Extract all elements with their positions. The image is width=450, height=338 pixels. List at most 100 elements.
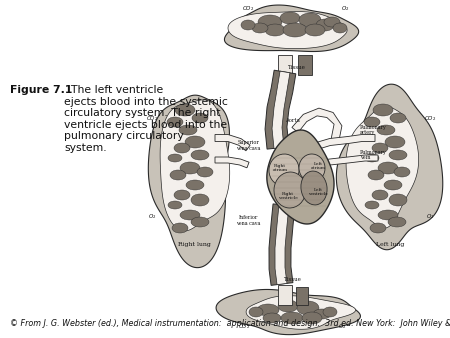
Text: $CO_2$: $CO_2$ (238, 322, 250, 331)
Bar (298, 55, 312, 75)
Polygon shape (272, 71, 290, 148)
Ellipse shape (191, 194, 209, 206)
Polygon shape (292, 108, 342, 141)
Text: $CO_2$: $CO_2$ (242, 4, 254, 13)
Ellipse shape (191, 150, 209, 160)
Polygon shape (336, 84, 443, 250)
Text: Left lung: Left lung (376, 242, 404, 247)
Ellipse shape (263, 313, 281, 323)
Ellipse shape (175, 104, 195, 116)
Text: $O_2$: $O_2$ (341, 4, 349, 13)
Text: Figure 7.1: Figure 7.1 (10, 85, 72, 95)
Polygon shape (346, 106, 418, 228)
Text: Right lung: Right lung (178, 242, 211, 247)
Ellipse shape (368, 170, 384, 180)
Ellipse shape (388, 217, 406, 227)
Text: $CO_2$: $CO_2$ (424, 114, 436, 123)
Polygon shape (215, 135, 250, 151)
Ellipse shape (168, 154, 182, 162)
Ellipse shape (192, 113, 208, 123)
Ellipse shape (274, 172, 306, 208)
Ellipse shape (185, 136, 205, 148)
Bar (278, 55, 292, 75)
Text: Superior
vena cava: Superior vena cava (236, 140, 260, 151)
Polygon shape (228, 11, 347, 49)
Text: $CO_2$: $CO_2$ (146, 114, 158, 123)
Ellipse shape (389, 150, 407, 160)
Ellipse shape (373, 104, 393, 116)
Ellipse shape (365, 201, 379, 209)
Ellipse shape (172, 223, 188, 233)
Ellipse shape (280, 12, 300, 24)
Ellipse shape (167, 117, 183, 127)
Ellipse shape (316, 19, 334, 31)
Ellipse shape (269, 154, 299, 186)
Ellipse shape (390, 113, 406, 123)
Ellipse shape (297, 301, 319, 315)
Text: Pulmonary
vein: Pulmonary vein (360, 150, 387, 161)
Ellipse shape (174, 143, 190, 153)
Ellipse shape (301, 171, 327, 205)
Text: $O_2$: $O_2$ (148, 212, 156, 221)
Polygon shape (148, 95, 230, 268)
Ellipse shape (313, 309, 331, 319)
Ellipse shape (278, 300, 298, 312)
Text: © From J. G. Webster (ed.), Medical instrumentation:  application and design.  3: © From J. G. Webster (ed.), Medical inst… (10, 319, 450, 328)
Text: Left
atrium: Left atrium (310, 162, 325, 170)
Ellipse shape (385, 136, 405, 148)
Ellipse shape (249, 307, 263, 317)
Text: Pulmonary
artery: Pulmonary artery (360, 125, 387, 136)
Ellipse shape (372, 143, 388, 153)
Text: $O_2$: $O_2$ (338, 322, 346, 331)
Text: The left ventricle
ejects blood into the systemic
circulatory system. The right
: The left ventricle ejects blood into the… (64, 85, 228, 153)
Polygon shape (269, 204, 295, 285)
Ellipse shape (257, 304, 279, 316)
Ellipse shape (186, 180, 204, 190)
Ellipse shape (370, 223, 386, 233)
Polygon shape (310, 155, 378, 168)
Ellipse shape (258, 15, 282, 29)
Polygon shape (246, 296, 356, 329)
Polygon shape (309, 135, 375, 151)
Ellipse shape (364, 117, 380, 127)
Ellipse shape (299, 13, 321, 27)
Text: Left
ventricle: Left ventricle (308, 188, 328, 196)
Polygon shape (275, 204, 289, 285)
Ellipse shape (170, 170, 186, 180)
Ellipse shape (389, 194, 407, 206)
Ellipse shape (324, 17, 340, 27)
Bar (278, 285, 292, 305)
Ellipse shape (241, 20, 255, 30)
Text: Right
ventricle: Right ventricle (278, 192, 298, 200)
Polygon shape (265, 70, 296, 149)
Ellipse shape (197, 167, 213, 177)
Ellipse shape (377, 125, 395, 135)
Ellipse shape (365, 154, 379, 162)
Ellipse shape (372, 190, 388, 200)
Ellipse shape (281, 312, 303, 324)
Polygon shape (160, 100, 230, 231)
Polygon shape (267, 130, 334, 224)
Ellipse shape (174, 190, 190, 200)
Bar (296, 287, 308, 305)
Ellipse shape (283, 23, 307, 37)
Ellipse shape (252, 23, 268, 33)
Ellipse shape (265, 24, 285, 36)
Text: Right
atrium: Right atrium (273, 164, 288, 172)
Text: Tissue: Tissue (287, 65, 305, 70)
Ellipse shape (299, 154, 325, 182)
Ellipse shape (394, 167, 410, 177)
Polygon shape (216, 289, 360, 335)
Polygon shape (225, 5, 359, 51)
Ellipse shape (378, 162, 398, 174)
Text: Tissue: Tissue (283, 277, 301, 282)
Ellipse shape (191, 217, 209, 227)
Ellipse shape (384, 180, 402, 190)
Ellipse shape (168, 201, 182, 209)
Text: $O_2$: $O_2$ (426, 212, 434, 221)
Ellipse shape (179, 125, 197, 135)
Ellipse shape (333, 23, 347, 33)
Ellipse shape (323, 307, 337, 317)
Text: Inferior
vena cava: Inferior vena cava (236, 215, 260, 226)
Text: Aorta: Aorta (285, 118, 300, 122)
